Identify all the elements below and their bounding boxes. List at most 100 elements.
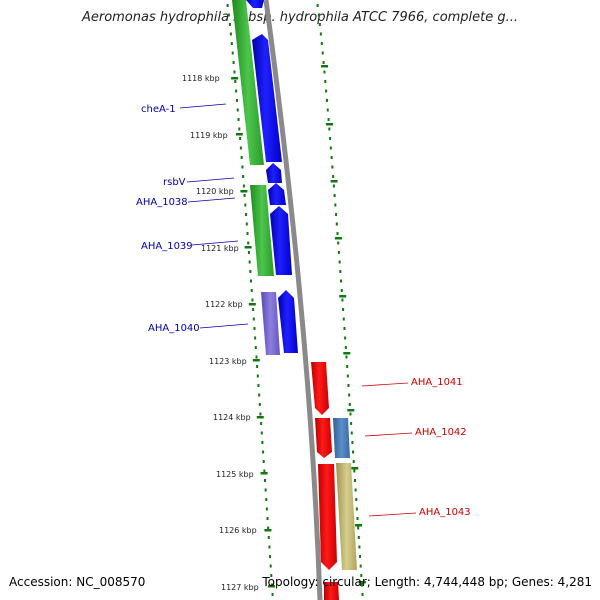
guide-dot — [252, 317, 255, 321]
minor-tick-mark — [321, 65, 329, 68]
guide-dot — [239, 146, 242, 150]
guide-dot — [330, 156, 333, 159]
guide-dot — [340, 279, 343, 283]
guide-dot — [335, 213, 338, 216]
guide-dot — [228, 23, 231, 26]
guide-dot — [352, 450, 355, 454]
guide-dot — [327, 118, 330, 121]
guide-dot — [230, 42, 233, 45]
guide-dot — [269, 564, 272, 568]
gene-label-aha1040[interactable]: AHA_1040 — [148, 323, 200, 334]
guide-dot — [268, 545, 271, 549]
cds-blue-6[interactable] — [278, 290, 298, 353]
minor-tick-mark — [351, 467, 359, 470]
guide-dot — [258, 393, 261, 397]
guide-dot — [344, 346, 347, 349]
guide-dot — [358, 545, 361, 549]
cds-purple[interactable] — [261, 292, 280, 355]
guide-dot — [360, 583, 363, 587]
cds-khaki[interactable] — [336, 463, 357, 570]
guide-dot — [252, 308, 255, 311]
cds-red-2[interactable] — [315, 418, 332, 458]
guide-dot — [261, 441, 264, 444]
cds-steelblue[interactable] — [333, 418, 350, 458]
map-title: Aeromonas hydrophila subsp. hydrophila A… — [81, 10, 519, 25]
guide-dot — [235, 89, 238, 93]
cds-red-3[interactable] — [318, 464, 337, 570]
cds-blue-2[interactable] — [252, 34, 282, 162]
guide-dot — [240, 156, 243, 159]
minor-tick-mark — [358, 581, 366, 584]
guide-dot — [259, 412, 262, 416]
guide-dot — [323, 70, 326, 74]
tick-label-1122: 1122 kbp — [205, 300, 243, 309]
minor-tick-mark — [339, 295, 347, 298]
gene-label-aha1039[interactable]: AHA_1039 — [141, 241, 193, 252]
guide-dot — [318, 23, 321, 26]
kbp-tick-mark — [260, 472, 268, 475]
tick-label-1127: 1127 kbp — [221, 583, 259, 592]
kbp-ticks: 1118 kbp 1119 kbp 1120 kbp 1121 kbp 1122… — [182, 65, 366, 592]
guide-dot — [247, 241, 250, 245]
guide-dot — [238, 127, 241, 131]
minor-tick-mark — [343, 352, 351, 355]
guide-dot — [270, 574, 273, 577]
kbp-tick-mark — [231, 77, 239, 80]
cds-red-4[interactable] — [324, 582, 339, 600]
guide-dot — [333, 194, 336, 197]
gene-label-aha1041[interactable]: AHA_1041 — [411, 377, 463, 388]
gene-label-chea1[interactable]: cheA-1 — [141, 104, 176, 115]
tick-label-1118: 1118 kbp — [182, 74, 220, 83]
guide-dot — [346, 365, 349, 368]
tick-label-1120: 1120 kbp — [196, 187, 234, 196]
guide-dot — [355, 498, 358, 501]
cds-blue-5[interactable] — [270, 206, 292, 275]
guide-dot — [350, 431, 353, 435]
guide-dot — [320, 42, 323, 45]
cds-red-1[interactable] — [311, 362, 329, 415]
tick-label-1123: 1123 kbp — [209, 357, 247, 366]
guide-dot — [251, 298, 254, 302]
feature-band-green-1[interactable] — [232, 0, 264, 165]
gene-label-aha1043[interactable]: AHA_1043 — [419, 507, 471, 518]
guide-dot — [331, 165, 334, 169]
gene-leader-aha1043 — [368, 512, 417, 517]
guide-dot — [321, 51, 324, 55]
guide-dot — [257, 384, 260, 387]
guide-dot — [353, 469, 356, 473]
guide-dot — [325, 99, 328, 102]
cds-blue-4[interactable] — [268, 183, 286, 205]
accession-text: Accession: NC_008570 — [9, 575, 146, 589]
gene-label-aha1038[interactable]: AHA_1038 — [136, 197, 188, 208]
guide-dot — [267, 526, 270, 530]
guide-dot — [232, 61, 235, 64]
guide-dot — [246, 232, 249, 235]
guide-dot — [357, 536, 360, 539]
backbone-line — [263, 0, 323, 600]
guide-dot — [264, 488, 267, 492]
kbp-tick-mark — [248, 303, 256, 306]
guide-dot — [359, 555, 362, 558]
guide-dot — [226, 4, 229, 7]
feature-band-green-2[interactable] — [250, 185, 274, 276]
guide-dot — [329, 146, 332, 150]
gene-leader-aha1041 — [361, 382, 409, 387]
kbp-tick-mark — [235, 133, 243, 136]
guide-dot — [348, 403, 351, 406]
cds-blue-1[interactable] — [246, 0, 264, 8]
gene-leader-chea1 — [179, 103, 227, 109]
guide-dot — [244, 203, 247, 207]
guide-dot — [346, 374, 349, 378]
cds-blue-3[interactable] — [266, 163, 282, 183]
guide-dot — [269, 555, 272, 558]
guide-dot — [255, 355, 258, 359]
guide-dot — [266, 517, 269, 520]
guide-dot — [250, 289, 253, 292]
gene-label-aha1042[interactable]: AHA_1042 — [415, 427, 467, 438]
guide-dot — [322, 61, 325, 64]
kbp-tick-mark — [252, 359, 260, 362]
gene-label-rsbv[interactable]: rsbV — [163, 177, 186, 188]
guide-dot — [328, 127, 331, 131]
guide-dot — [262, 450, 265, 454]
guide-dot — [348, 393, 351, 397]
